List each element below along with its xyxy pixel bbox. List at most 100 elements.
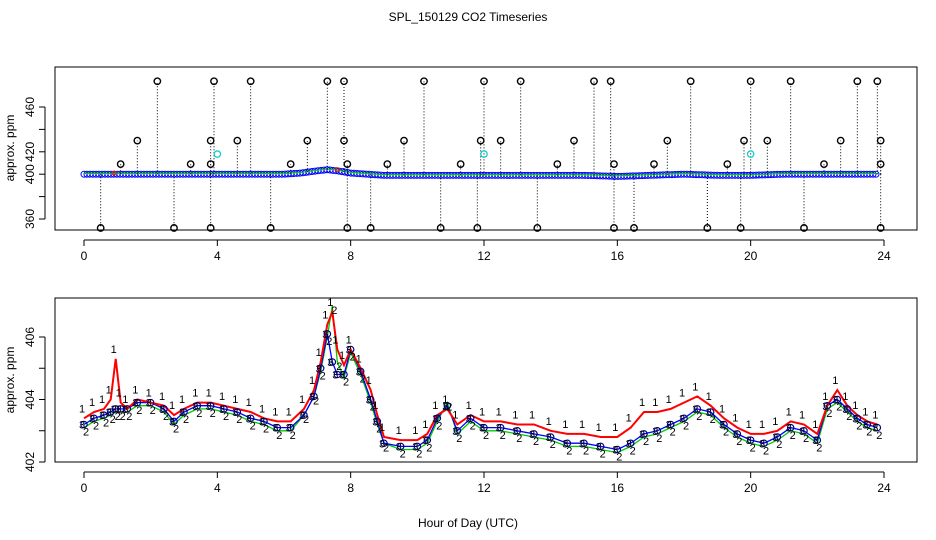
bottom-series-1-label: 1 [479, 406, 485, 418]
bottom-series-3-point [328, 358, 337, 366]
top-outlier-high-point [340, 77, 348, 86]
bottom-series-3-point [693, 405, 702, 413]
top-outlier-bottom-point [703, 224, 712, 232]
bottom-x-tick-label: 4 [214, 481, 221, 495]
bottom-series-3-point [563, 439, 572, 448]
bottom-series-3-point [356, 367, 365, 376]
bottom-series-3-point [193, 401, 202, 410]
bottom-series-1-label: 1 [412, 425, 418, 437]
bottom-series-1-label: 1 [639, 397, 645, 409]
bottom-series-3-point [180, 408, 188, 416]
bottom-series-2-label: 2 [263, 424, 269, 436]
top-outlier-mid-point [340, 136, 348, 145]
bottom-series-2-label: 2 [343, 377, 349, 389]
bottom-series-3-label: 3 [442, 401, 448, 413]
top-outlier-bottom-point [266, 224, 275, 232]
bottom-series-3-label: 3 [286, 423, 292, 435]
top-outlier-low-point [383, 160, 392, 169]
bottom-series-3-label: 3 [529, 429, 535, 441]
top-outlier-mid-point [206, 136, 215, 145]
bottom-series-2-label: 2 [120, 411, 126, 423]
bottom-series-2-label: 2 [370, 402, 376, 414]
top-outlier-mid-point [303, 136, 312, 145]
top-outlier-high-point [516, 77, 525, 86]
bottom-series-3-label: 3 [332, 370, 338, 382]
bottom-series-1-label: 1 [706, 391, 712, 403]
bottom-series-3-point [653, 426, 662, 435]
bottom-series-1-label: 1 [106, 385, 112, 397]
top-outlier-bottom-point [436, 224, 445, 232]
bottom-series-3-label: 3 [422, 435, 428, 447]
bottom-series-3-label: 3 [412, 441, 418, 453]
bottom-series-3-point [310, 392, 318, 401]
bottom-series-1-label: 1 [99, 394, 105, 406]
bottom-series-3-point [373, 417, 382, 426]
top-outlier-low-point [820, 160, 828, 169]
bottom-series-1-label: 1 [562, 419, 568, 431]
bottom-series-3-label: 3 [432, 413, 438, 425]
bottom-series-1-label: 1 [579, 419, 585, 431]
bottom-series-3-line [83, 333, 878, 451]
bottom-series-3-label: 3 [159, 404, 165, 416]
bottom-series-1-label: 1 [652, 397, 658, 409]
bottom-series-3-label: 3 [219, 404, 225, 416]
bottom-series-2-label: 2 [790, 430, 796, 442]
top-outlier-high-point [590, 77, 598, 86]
bottom-series-1-label: 1 [322, 310, 328, 322]
top-outlier-low-point [553, 160, 562, 169]
bottom-series-2-label: 2 [320, 370, 326, 382]
top-outlier-high-point [480, 77, 488, 86]
top-outlier-high-point [606, 77, 615, 86]
bottom-series-2-label: 2 [136, 405, 142, 417]
top-y-tick-label: 400 [23, 164, 37, 184]
top-outlier-high-point [873, 77, 882, 86]
bottom-series-3-label: 3 [772, 432, 778, 444]
bottom-series-3-label: 3 [259, 416, 265, 428]
bottom-series-3-label: 3 [842, 404, 848, 416]
bottom-series-1-label: 1 [719, 403, 725, 415]
top-outlier-bottom-point [96, 224, 105, 232]
top-cyan-point [213, 150, 222, 158]
top-outlier-mid-point [476, 136, 485, 145]
bottom-series-2-label: 2 [763, 445, 769, 457]
bottom-series-1-label: 1 [679, 388, 685, 400]
top-outlier-low-point [876, 160, 885, 169]
top-outlier-mid-point [133, 136, 142, 145]
bottom-series-3-point [853, 414, 862, 423]
bottom-series-3-label: 3 [746, 435, 752, 447]
bottom-series-3-point [530, 430, 538, 438]
bottom-series-1-label: 1 [379, 422, 385, 434]
bottom-series-1-label: 1 [746, 419, 752, 431]
top-outlier-low-point [610, 160, 618, 169]
bottom-series-3-point [843, 405, 852, 413]
bottom-series-1-label: 1 [759, 419, 765, 431]
bottom-series-1-label: 1 [612, 422, 618, 434]
bottom-series-1-label: 1 [529, 410, 535, 422]
bottom-series-2-label: 2 [710, 414, 716, 426]
bottom-series-3-point [733, 430, 742, 438]
bottom-series-2-label: 2 [643, 436, 649, 448]
top-y-tick-label: 420 [23, 141, 37, 161]
bottom-series-2-label: 2 [250, 420, 256, 432]
bottom-series-1-label: 1 [732, 413, 738, 425]
bottom-series-3-label: 3 [272, 423, 278, 435]
bottom-series-3-point [823, 401, 832, 410]
bottom-series-1-label: 1 [396, 425, 402, 437]
top-x-tick-label: 24 [877, 249, 891, 263]
top-outlier-low-point [456, 160, 465, 169]
top-baseline-point [872, 170, 880, 178]
bottom-series-2-label: 2 [303, 414, 309, 426]
top-panel-y-axis: 360 400 420 460 [23, 97, 46, 229]
bottom-series-3-point [146, 398, 155, 407]
top-outlier-mid-point [836, 136, 845, 145]
bottom-series-2-label: 2 [426, 442, 432, 454]
bottom-panel-xlabel: Hour of Day (UTC) [418, 516, 518, 530]
bottom-series-1-label: 1 [299, 394, 305, 406]
top-cyan-point [746, 150, 755, 158]
bottom-series-1-label: 1 [799, 410, 805, 422]
bottom-series-2-label: 2 [816, 442, 822, 454]
top-outlier-bottom-point [366, 224, 375, 232]
top-outlier-low-point [650, 160, 658, 169]
top-outlier-mid-point [876, 136, 885, 145]
bottom-series-3-point [746, 436, 755, 444]
